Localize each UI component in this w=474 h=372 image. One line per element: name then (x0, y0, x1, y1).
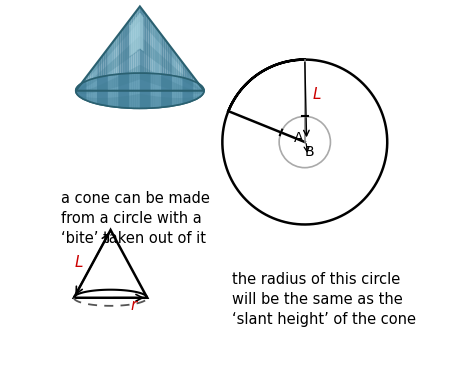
Polygon shape (76, 36, 204, 91)
Polygon shape (78, 85, 80, 97)
Polygon shape (134, 12, 136, 108)
Polygon shape (142, 9, 144, 108)
Polygon shape (106, 49, 108, 106)
Polygon shape (129, 18, 131, 108)
Polygon shape (82, 80, 84, 100)
Polygon shape (153, 23, 155, 108)
Text: the radius of this circle
will be the same as the
‘slant height’ of the cone: the radius of this circle will be the sa… (231, 272, 416, 327)
Polygon shape (176, 54, 178, 105)
Polygon shape (187, 68, 189, 103)
Polygon shape (99, 57, 101, 105)
Polygon shape (157, 29, 159, 108)
Text: L: L (312, 87, 321, 102)
Polygon shape (168, 43, 170, 107)
Polygon shape (80, 82, 82, 99)
Polygon shape (148, 18, 151, 108)
Polygon shape (170, 46, 172, 106)
Ellipse shape (76, 73, 204, 108)
Polygon shape (193, 77, 195, 100)
Polygon shape (136, 9, 138, 108)
Polygon shape (172, 49, 174, 106)
Polygon shape (76, 88, 78, 95)
Polygon shape (195, 80, 198, 100)
Polygon shape (112, 40, 114, 107)
Polygon shape (165, 40, 168, 107)
Polygon shape (76, 7, 204, 91)
Polygon shape (174, 51, 176, 106)
Polygon shape (93, 65, 95, 103)
Polygon shape (164, 37, 165, 107)
Polygon shape (74, 230, 147, 298)
Polygon shape (182, 62, 185, 104)
Polygon shape (84, 77, 86, 100)
Polygon shape (125, 23, 127, 108)
Polygon shape (89, 71, 91, 102)
Text: A: A (293, 131, 303, 145)
Polygon shape (181, 60, 182, 105)
Polygon shape (140, 6, 142, 108)
Polygon shape (200, 85, 202, 97)
Text: B: B (304, 145, 314, 159)
Polygon shape (159, 32, 161, 108)
Polygon shape (144, 12, 146, 108)
Polygon shape (189, 71, 191, 102)
Polygon shape (108, 46, 110, 106)
Polygon shape (131, 15, 134, 108)
Polygon shape (198, 82, 200, 99)
Polygon shape (91, 68, 93, 103)
Polygon shape (185, 65, 187, 103)
Polygon shape (95, 62, 97, 104)
Polygon shape (161, 35, 164, 108)
Polygon shape (178, 57, 181, 105)
Polygon shape (114, 37, 117, 107)
Polygon shape (76, 91, 204, 108)
Polygon shape (97, 60, 99, 105)
Polygon shape (155, 26, 157, 108)
Polygon shape (101, 54, 103, 105)
Polygon shape (127, 20, 129, 108)
Polygon shape (86, 74, 89, 101)
Polygon shape (118, 32, 121, 108)
Polygon shape (76, 65, 204, 94)
Polygon shape (110, 43, 112, 107)
Polygon shape (121, 29, 123, 108)
Polygon shape (117, 35, 118, 108)
Text: r: r (130, 298, 137, 313)
Polygon shape (146, 15, 148, 108)
Polygon shape (191, 74, 193, 101)
Polygon shape (202, 88, 204, 95)
Polygon shape (123, 26, 125, 108)
Text: a cone can be made
from a circle with a
‘bite’ taken out of it: a cone can be made from a circle with a … (61, 192, 210, 246)
Polygon shape (138, 6, 140, 108)
Polygon shape (103, 51, 106, 106)
Polygon shape (151, 20, 153, 108)
Text: L: L (74, 255, 83, 270)
